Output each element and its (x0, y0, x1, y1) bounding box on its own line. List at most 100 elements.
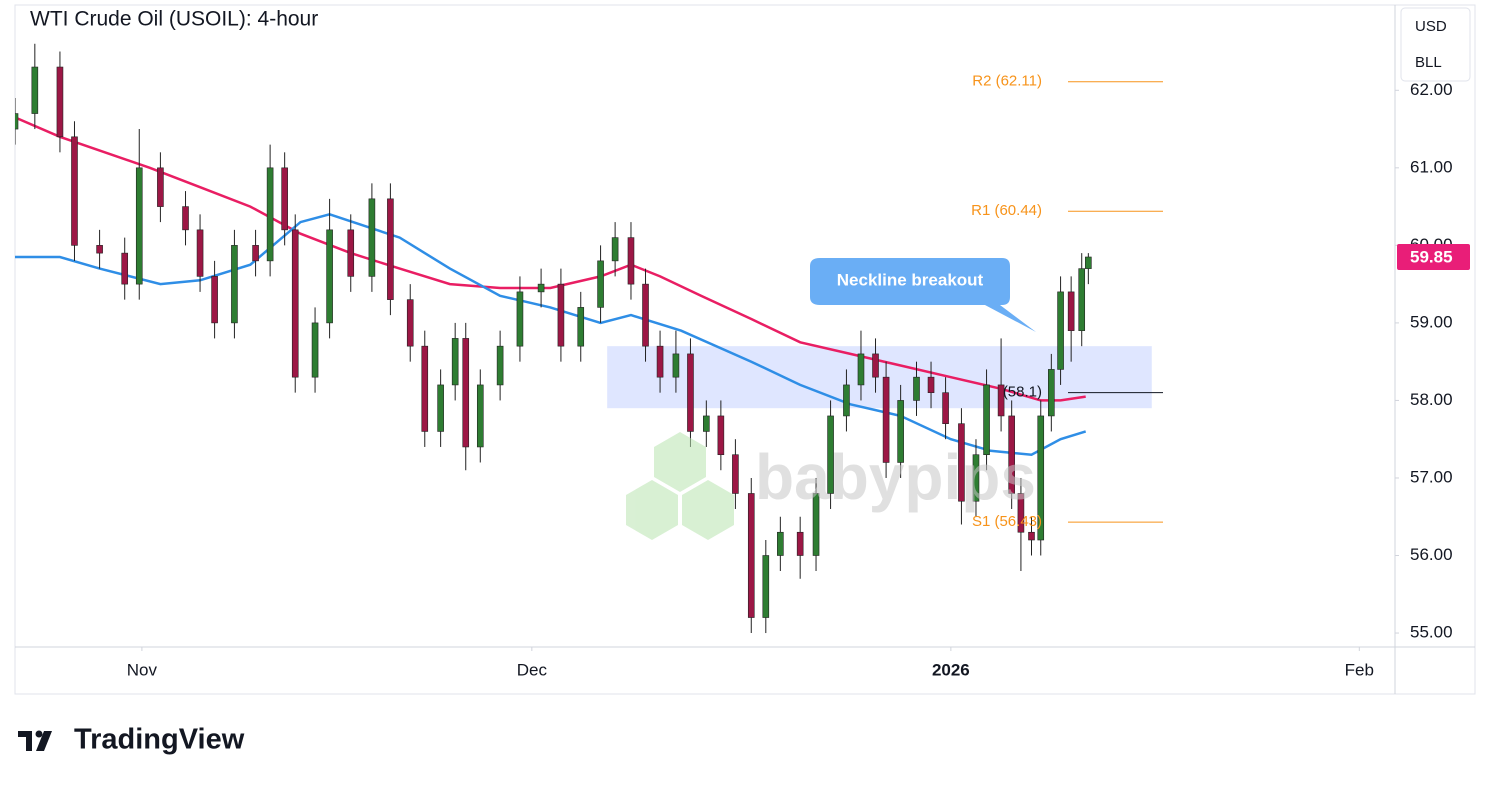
candle-body (747, 493, 755, 618)
candle-body (387, 198, 394, 300)
candle-body (972, 454, 980, 502)
moving-average (15, 212, 1087, 456)
candle-body (597, 260, 604, 308)
y-tick-label: 58.00 (1410, 390, 1453, 409)
tradingview-logo: TradingView (18, 724, 245, 756)
candle-body (1067, 291, 1075, 331)
last-price-label: 59.85 (1410, 247, 1453, 266)
candle-body (1085, 256, 1092, 269)
candle-body (717, 415, 725, 456)
logo-shape (26, 731, 32, 751)
candle-body (291, 229, 299, 378)
callout-text: Neckline breakout (837, 270, 984, 289)
candle-body (611, 237, 619, 262)
candle-body (1017, 493, 1025, 533)
candle-body (266, 167, 274, 262)
pivot-label: R2 (62.11) (972, 73, 1042, 90)
candle-body (462, 338, 470, 448)
watermark-text: babypips (755, 441, 1036, 513)
candle-body (157, 167, 164, 207)
candle-body (827, 415, 834, 494)
candle-body (437, 384, 444, 432)
x-tick-label: Feb (1345, 660, 1374, 679)
plot (15, 43, 1152, 634)
candle-body (958, 423, 965, 502)
candle-body (1028, 531, 1035, 541)
candle-body (347, 229, 355, 277)
candle-body (196, 229, 204, 277)
y-tick-label: 55.00 (1410, 623, 1453, 642)
candle-body (96, 245, 103, 254)
logo-shape (35, 730, 43, 738)
cube (626, 480, 678, 540)
currency-button[interactable]: USD (1415, 18, 1447, 35)
y-tick-label: 59.00 (1410, 312, 1453, 331)
candle-body (211, 276, 218, 324)
candle-body (672, 353, 680, 378)
candle-body (732, 454, 739, 494)
candle-body (15, 113, 19, 130)
chart-title: WTI Crude Oil (USOIL): 4-hour (30, 8, 318, 31)
chart-frame (14, 4, 1476, 695)
cube (682, 480, 734, 540)
pivot-label: S1 (56.43) (972, 513, 1042, 530)
logo-shape (18, 731, 32, 737)
logo-shape (36, 731, 52, 751)
callout-bubble (810, 258, 1036, 332)
watermark: babypips (626, 432, 1036, 540)
x-tick-label: 2026 (932, 660, 970, 679)
candle-body (281, 167, 288, 231)
pivot-label: R1 (60.44) (971, 202, 1042, 219)
candle-body (1048, 369, 1055, 417)
candle-body (182, 206, 189, 231)
candle-body (1078, 268, 1086, 331)
candle-body (913, 376, 920, 401)
candle-body (516, 291, 524, 347)
candle-body (762, 555, 770, 618)
candle-body (1008, 415, 1015, 494)
x-tick-label: Dec (517, 660, 548, 679)
candle-body (857, 353, 865, 386)
candle-body (1037, 415, 1045, 541)
candle-body (872, 353, 879, 378)
last-price-badge (1397, 243, 1470, 270)
candle-body (882, 376, 890, 463)
pivot-label: (58.1) (1003, 384, 1042, 401)
candle-body (406, 299, 414, 347)
candle-body (121, 252, 129, 285)
y-tick-label: 61.00 (1410, 157, 1453, 176)
candle-body (421, 345, 429, 432)
candle-body (812, 493, 820, 556)
candle-body (1057, 291, 1064, 370)
candle-body (687, 353, 694, 432)
currency-button[interactable]: BLL (1415, 54, 1442, 71)
candle-body (557, 283, 565, 347)
candle-body (777, 531, 784, 556)
candle-body (476, 384, 484, 448)
candle-body (326, 229, 333, 324)
candle-body (897, 400, 904, 463)
candle-body (451, 338, 459, 386)
candle-body (71, 136, 78, 246)
candle-body (56, 66, 64, 138)
candle-body (983, 384, 990, 456)
y-tick-label: 62.00 (1410, 80, 1453, 99)
candle-body (843, 384, 850, 417)
candle-body (997, 384, 1005, 417)
y-tick-label: 56.00 (1410, 545, 1453, 564)
brand: TradingView (74, 724, 245, 756)
moving-average (15, 116, 1086, 402)
x-tick-label: Nov (127, 660, 158, 679)
candle-body (796, 531, 804, 556)
currency-panel (1400, 7, 1471, 82)
candle-body (311, 322, 319, 378)
annotation: Neckline breakout (810, 258, 1036, 332)
cube (654, 432, 706, 492)
candle-body (942, 392, 949, 424)
candle-body (135, 167, 143, 285)
candle-body (496, 345, 504, 386)
candle-body (577, 307, 585, 347)
candle-body (656, 345, 664, 378)
